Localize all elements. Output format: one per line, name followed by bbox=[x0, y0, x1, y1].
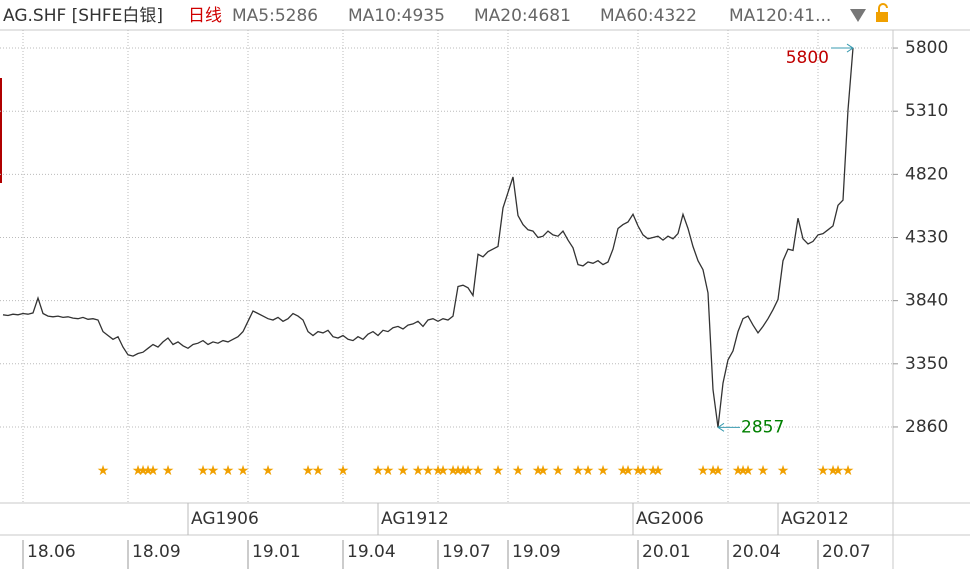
y-tick-label: 5800 bbox=[905, 38, 948, 58]
event-star: ★ bbox=[707, 463, 720, 479]
event-star: ★ bbox=[777, 463, 790, 479]
x-tick-label: 20.07 bbox=[822, 542, 871, 562]
ma-label: MA20:4681 bbox=[474, 6, 571, 26]
contract-label: AG1906 bbox=[191, 509, 259, 529]
event-star: ★ bbox=[397, 463, 410, 479]
y-tick-label: 3840 bbox=[905, 291, 948, 311]
ma-label: MA5:5286 bbox=[232, 6, 318, 26]
dropdown-icon[interactable] bbox=[850, 9, 866, 22]
x-tick-label: 18.09 bbox=[132, 542, 181, 562]
lock-icon[interactable] bbox=[876, 3, 888, 22]
y-tick-label: 4820 bbox=[905, 164, 948, 184]
event-star: ★ bbox=[732, 463, 745, 479]
x-tick-label: 19.09 bbox=[512, 542, 561, 562]
contract-label: AG2006 bbox=[636, 509, 704, 529]
event-star: ★ bbox=[222, 463, 235, 479]
event-star: ★ bbox=[302, 463, 315, 479]
event-star: ★ bbox=[237, 463, 250, 479]
event-star: ★ bbox=[437, 463, 450, 479]
event-star: ★ bbox=[142, 463, 155, 479]
ma-label: MA120:41... bbox=[729, 6, 831, 26]
x-tick-label: 19.04 bbox=[347, 542, 396, 562]
contract-label: AG1912 bbox=[381, 509, 449, 529]
y-tick-label: 4330 bbox=[905, 228, 948, 248]
price-line bbox=[2, 47, 854, 428]
y-tick-label: 3350 bbox=[905, 354, 948, 374]
event-star: ★ bbox=[432, 463, 445, 479]
x-tick-label: 19.01 bbox=[252, 542, 301, 562]
event-star: ★ bbox=[472, 463, 485, 479]
min-label: 2857 bbox=[741, 417, 784, 437]
event-star: ★ bbox=[712, 463, 725, 479]
ma-label: MA10:4935 bbox=[348, 6, 445, 26]
period: 日线 bbox=[188, 6, 222, 26]
event-star: ★ bbox=[582, 463, 595, 479]
event-star: ★ bbox=[197, 463, 210, 479]
event-star: ★ bbox=[207, 463, 220, 479]
event-star: ★ bbox=[162, 463, 175, 479]
event-star: ★ bbox=[757, 463, 770, 479]
event-star: ★ bbox=[737, 463, 750, 479]
event-star: ★ bbox=[132, 463, 145, 479]
x-tick-label: 18.06 bbox=[27, 542, 76, 562]
event-star: ★ bbox=[447, 463, 460, 479]
y-tick-label: 5310 bbox=[905, 101, 948, 121]
min-arrow bbox=[717, 422, 740, 432]
event-star: ★ bbox=[337, 463, 350, 479]
event-star: ★ bbox=[617, 463, 630, 479]
x-tick-label: 20.01 bbox=[642, 542, 691, 562]
lock-body bbox=[876, 12, 888, 22]
event-star: ★ bbox=[382, 463, 395, 479]
event-star: ★ bbox=[462, 463, 475, 479]
event-star: ★ bbox=[452, 463, 465, 479]
event-star: ★ bbox=[512, 463, 525, 479]
event-star: ★ bbox=[842, 463, 855, 479]
lock-shackle bbox=[878, 3, 888, 12]
event-star: ★ bbox=[632, 463, 645, 479]
event-star: ★ bbox=[652, 463, 665, 479]
x-tick-label: 19.07 bbox=[442, 542, 491, 562]
event-star: ★ bbox=[817, 463, 830, 479]
event-star: ★ bbox=[532, 463, 545, 479]
event-star: ★ bbox=[97, 463, 110, 479]
event-star: ★ bbox=[312, 463, 325, 479]
contract-label: AG2012 bbox=[781, 509, 849, 529]
event-star: ★ bbox=[537, 463, 550, 479]
event-star: ★ bbox=[422, 463, 435, 479]
event-star: ★ bbox=[827, 463, 840, 479]
event-star: ★ bbox=[742, 463, 755, 479]
event-star: ★ bbox=[412, 463, 425, 479]
event-star: ★ bbox=[457, 463, 470, 479]
ma-label: MA60:4322 bbox=[600, 6, 697, 26]
max-label: 5800 bbox=[786, 48, 829, 68]
x-tick-label: 20.04 bbox=[732, 542, 781, 562]
event-star: ★ bbox=[262, 463, 275, 479]
event-star: ★ bbox=[622, 463, 635, 479]
event-star: ★ bbox=[572, 463, 585, 479]
event-star: ★ bbox=[492, 463, 505, 479]
max-arrow bbox=[831, 43, 854, 53]
event-star: ★ bbox=[147, 463, 160, 479]
event-star: ★ bbox=[637, 463, 650, 479]
event-star: ★ bbox=[832, 463, 845, 479]
event-star: ★ bbox=[372, 463, 385, 479]
event-star: ★ bbox=[647, 463, 660, 479]
event-star: ★ bbox=[137, 463, 150, 479]
event-star: ★ bbox=[552, 463, 565, 479]
y-tick-label: 2860 bbox=[905, 417, 948, 437]
event-star: ★ bbox=[697, 463, 710, 479]
event-star: ★ bbox=[597, 463, 610, 479]
symbol: AG.SHF [SHFE白银] bbox=[3, 6, 163, 26]
